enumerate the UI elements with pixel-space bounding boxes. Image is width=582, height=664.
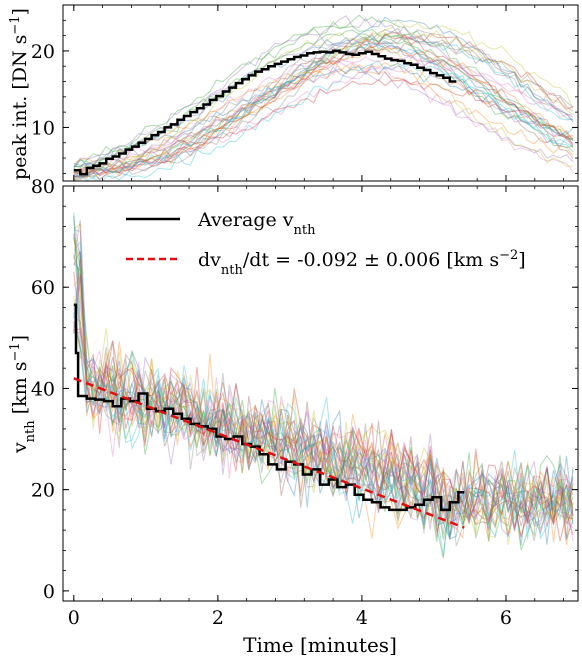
bottom-y-tick-label: 60 — [31, 277, 55, 299]
bottom-background-trace — [73, 321, 574, 527]
bottom-y-tick-label: 80 — [31, 176, 55, 198]
bottom-background-trace — [73, 317, 574, 541]
top-background-trace — [73, 29, 574, 170]
bottom-background-trace — [73, 237, 574, 559]
bottom-background-trace — [73, 215, 574, 530]
bottom-background-trace — [73, 274, 574, 546]
top-background-trace — [73, 33, 574, 181]
top-y-ticks: 10 20 — [31, 4, 578, 174]
average-vnth-line — [73, 303, 465, 512]
bottom-background-trace — [73, 233, 574, 537]
top-background-trace — [73, 19, 574, 181]
top-background-trace — [73, 16, 574, 177]
bottom-background-traces — [73, 212, 574, 559]
bottom-background-trace — [73, 222, 574, 522]
top-background-trace — [73, 54, 574, 175]
top-background-trace — [73, 59, 574, 179]
top-background-trace — [73, 32, 574, 178]
bottom-y-tick-label: 40 — [31, 378, 55, 400]
top-background-trace — [73, 60, 574, 176]
top-background-trace — [73, 42, 574, 178]
bottom-x-tick-label: 0 — [68, 607, 80, 629]
bottom-x-tick-label: 4 — [356, 607, 368, 629]
x-axis-label: Time [minutes] — [243, 633, 397, 657]
bottom-x-tick-label: 2 — [212, 607, 224, 629]
bottom-background-trace — [73, 254, 574, 531]
top-background-trace — [73, 60, 574, 181]
top-background-traces — [73, 14, 574, 181]
bottom-y-axis-label: vnth [km s−1] — [8, 335, 38, 454]
top-background-trace — [73, 34, 574, 174]
bottom-x-ticks: 0 2 4 6 — [68, 186, 564, 629]
bottom-y-tick-label: 20 — [31, 480, 55, 502]
top-series — [73, 49, 457, 176]
legend-label-average: Average vnth — [197, 209, 316, 238]
linear-fit-line — [73, 377, 465, 529]
top-background-trace — [73, 61, 574, 173]
legend: Average vnth dvnth/dt = -0.092 ± 0.006 [… — [126, 209, 526, 278]
bottom-y-tick-label: 0 — [43, 581, 55, 603]
bottom-background-trace — [73, 252, 574, 545]
top-background-trace — [73, 36, 574, 167]
top-background-trace — [73, 25, 574, 168]
top-average-peak-intensity-line — [73, 49, 457, 176]
bottom-plot-frame — [62, 185, 579, 602]
bottom-background-trace — [73, 212, 574, 538]
bottom-background-trace — [73, 229, 574, 532]
top-background-trace — [73, 66, 574, 176]
top-background-trace — [73, 42, 574, 181]
top-background-trace — [73, 78, 574, 177]
bottom-y-ticks: 0 20 40 60 80 — [31, 176, 578, 603]
bottom-background-trace — [73, 273, 574, 524]
top-background-trace — [73, 15, 574, 167]
top-background-trace — [73, 27, 574, 174]
top-y-axis-label: peak int. [DN s−1] — [8, 8, 32, 180]
legend-label-fit: dvnth/dt = -0.092 ± 0.006 [km s−2] — [198, 248, 526, 278]
bottom-background-trace — [73, 271, 574, 542]
bottom-background-trace — [73, 215, 574, 537]
top-background-trace — [73, 45, 574, 181]
bottom-background-trace — [73, 312, 574, 526]
top-background-trace — [73, 36, 574, 180]
bottom-background-trace — [73, 331, 574, 536]
top-panel: 10 20 peak int. [DN s−1] — [8, 4, 579, 182]
bottom-x-tick-label: 6 — [500, 607, 512, 629]
top-background-trace — [73, 60, 574, 165]
top-y-tick-label: 10 — [31, 117, 55, 139]
top-background-trace — [73, 31, 574, 177]
bottom-series — [73, 303, 465, 529]
top-background-trace — [73, 29, 574, 175]
top-background-trace — [73, 65, 574, 169]
top-x-ticks — [73, 5, 564, 181]
top-background-trace — [73, 32, 574, 180]
bottom-background-trace — [73, 274, 574, 533]
bottom-panel: 0 20 40 60 80 0 2 4 6 vnth [km s−1] Time [minut… — [8, 176, 579, 657]
bottom-background-trace — [73, 306, 574, 542]
top-y-tick-label: 20 — [31, 41, 55, 63]
top-background-trace — [73, 33, 574, 175]
bottom-background-trace — [73, 219, 574, 542]
bottom-background-trace — [73, 240, 574, 557]
top-plot-frame — [62, 4, 579, 182]
bottom-background-trace — [73, 255, 574, 542]
bottom-background-trace — [73, 328, 574, 538]
bottom-background-trace — [73, 238, 574, 545]
bottom-background-trace — [73, 262, 574, 540]
bottom-background-trace — [73, 296, 574, 526]
top-background-trace — [73, 37, 574, 180]
bottom-background-trace — [73, 240, 574, 543]
